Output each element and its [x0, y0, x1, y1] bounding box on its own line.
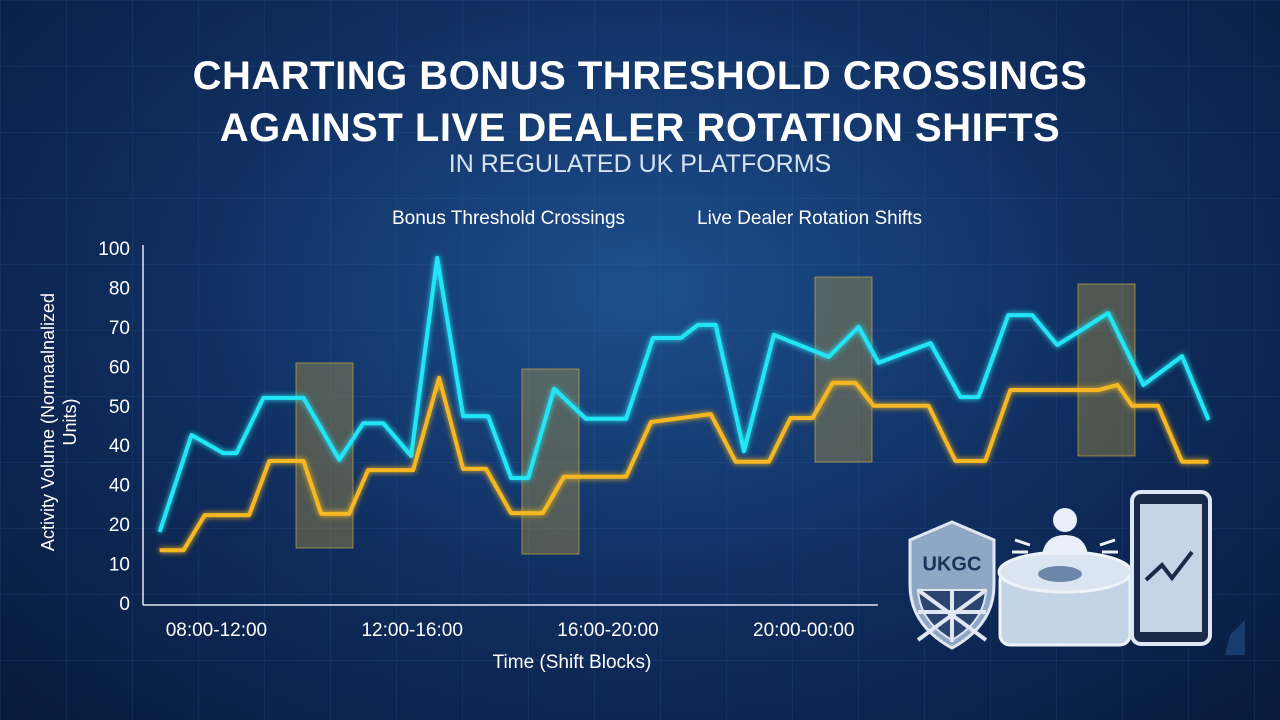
y-tick-label: 40: [109, 436, 130, 457]
icons: UKGC: [908, 490, 1245, 655]
series-line: [159, 375, 1209, 553]
shield-label: UKGC: [923, 553, 982, 575]
y-tick-label: 20: [109, 515, 130, 536]
x-tick-label: 16:00-20:00: [557, 620, 658, 641]
y-tick-label: 40: [109, 476, 130, 497]
y-tick-label: 70: [109, 318, 130, 339]
y-tick-label: 60: [109, 357, 130, 378]
y-tick-label: 100: [98, 239, 130, 260]
y-tick-label: 50: [109, 397, 130, 418]
x-axis-label: Time (Shift Blocks): [493, 652, 652, 673]
y-axis-label: Activity Volume (Normaalnalized Units): [38, 292, 80, 552]
series-line: [157, 255, 1211, 533]
legend-label: Live Dealer Rotation Shifts: [697, 208, 922, 229]
chart-subtitle: IN REGULATED UK PLATFORMS: [448, 150, 832, 178]
legend-label: Bonus Threshold Crossings: [392, 208, 625, 229]
y-tick-label: 80: [109, 278, 130, 299]
y-tick-label: 10: [109, 555, 130, 576]
chart-title: CHARTING BONUS THRESHOLD CROSSINGS AGAIN…: [192, 54, 1088, 150]
y-tick-label: 0: [119, 594, 130, 615]
x-tick-label: 08:00-12:00: [166, 620, 267, 641]
x-tick-label: 12:00-16:00: [361, 620, 462, 641]
x-tick-label: 20:00-00:00: [753, 620, 854, 641]
